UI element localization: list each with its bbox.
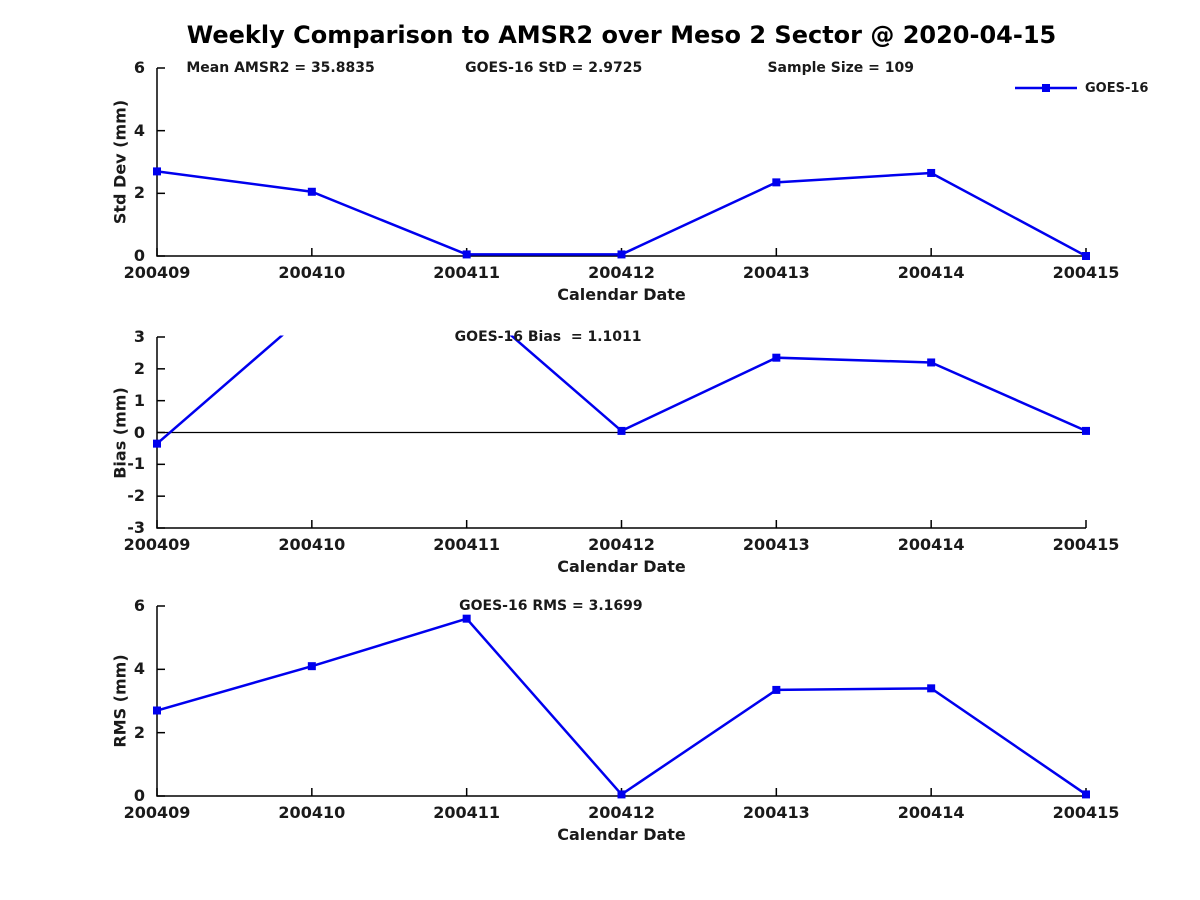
data-point-marker: [153, 167, 161, 176]
series-line-goes-16: [157, 617, 1086, 796]
y-tick-label: 4: [133, 120, 145, 140]
data-point-marker: [1082, 252, 1090, 260]
x-tick-label: 200411: [433, 535, 501, 554]
x-tick-label: 200414: [897, 535, 965, 554]
y-tick-label: 3: [133, 327, 145, 346]
x-tick-label: 200409: [123, 535, 191, 554]
x-tick-label: 200409: [123, 263, 191, 282]
x-tick-label: 200415: [1052, 535, 1120, 554]
y-axis-label-rms: RMS (mm): [110, 654, 130, 748]
axis-lines-std-dev: [156, 68, 1086, 257]
annotation-std-dev-1: GOES-16 StD = 2.9725: [465, 60, 643, 76]
y-tick-label: 0: [133, 246, 145, 265]
x-tick-label: 200410: [278, 263, 346, 282]
x-tick-label: 200411: [433, 263, 501, 282]
data-point-marker: [772, 353, 781, 362]
data-point-marker: [617, 790, 626, 799]
annotation-rms-0: GOES-16 RMS = 3.1699: [459, 598, 643, 614]
annotation-std-dev-0: Mean AMSR2 = 35.8835: [186, 60, 375, 76]
data-point-marker: [307, 662, 316, 671]
data-point-marker: [1082, 426, 1090, 435]
y-axis-label-std-dev: Std Dev (mm): [110, 99, 130, 225]
data-point-marker: [462, 614, 471, 623]
y-axis-label-bias: Bias (mm): [110, 386, 130, 479]
data-point-marker: [153, 439, 161, 448]
data-point-marker: [772, 178, 781, 187]
y-tick-label: 0: [133, 422, 145, 442]
y-tick-label: -1: [127, 454, 145, 474]
figure-title: Weekly Comparison to AMSR2 over Meso 2 S…: [186, 21, 1057, 49]
annotation-std-dev-2: Sample Size = 109: [767, 60, 915, 76]
axis-lines-bias: [156, 337, 1086, 529]
x-tick-label: 200413: [742, 535, 810, 554]
annotation-bias-0: GOES-16 Bias = 1.1011: [454, 329, 642, 345]
data-point-marker: [927, 684, 936, 693]
data-point-marker: [772, 685, 781, 694]
y-tick-label: 0: [133, 786, 145, 805]
legend: GOES-16: [1014, 80, 1148, 96]
y-tick-label: 2: [133, 722, 145, 742]
data-point-marker: [927, 168, 936, 177]
x-tick-label: 200412: [588, 803, 655, 822]
data-point-marker: [307, 187, 316, 196]
x-tick-label: 200412: [588, 535, 655, 554]
x-tick-label: 200415: [1052, 803, 1120, 822]
y-tick-label: 6: [133, 596, 145, 615]
data-point-marker: [617, 250, 626, 259]
x-tick-label: 200409: [123, 803, 191, 822]
data-point-marker: [617, 426, 626, 435]
x-tick-label: 200410: [278, 535, 346, 554]
x-tick-label: 200413: [742, 263, 810, 282]
x-tick-label: 200413: [742, 803, 810, 822]
series-line-goes-16: [157, 335, 1086, 445]
legend-line-sample-icon: [1015, 84, 1077, 92]
y-tick-label: 4: [133, 659, 145, 679]
y-tick-label: 2: [133, 183, 145, 203]
data-point-marker: [462, 250, 471, 259]
x-tick-label: 200411: [433, 803, 501, 822]
y-tick-label: 6: [133, 58, 145, 77]
y-tick-label: 2: [133, 358, 145, 378]
x-axis-label-std-dev: Calendar Date: [557, 285, 686, 304]
y-tick-label: 1: [133, 390, 145, 410]
data-point-marker: [1082, 790, 1090, 799]
y-tick-label: -2: [127, 486, 145, 506]
x-tick-label: 200414: [897, 803, 965, 822]
y-tick-label: -3: [127, 518, 145, 537]
data-point-marker: [927, 358, 936, 367]
data-point-marker: [153, 706, 161, 715]
x-tick-label: 200412: [588, 263, 655, 282]
x-tick-label: 200414: [897, 263, 965, 282]
axis-lines-rms: [156, 606, 1086, 797]
series-line-goes-16: [157, 170, 1086, 256]
x-axis-label-bias: Calendar Date: [557, 557, 686, 576]
legend-label: GOES-16: [1085, 80, 1149, 96]
x-axis-label-rms: Calendar Date: [557, 825, 686, 844]
x-tick-label: 200415: [1052, 263, 1120, 282]
x-tick-label: 200410: [278, 803, 346, 822]
